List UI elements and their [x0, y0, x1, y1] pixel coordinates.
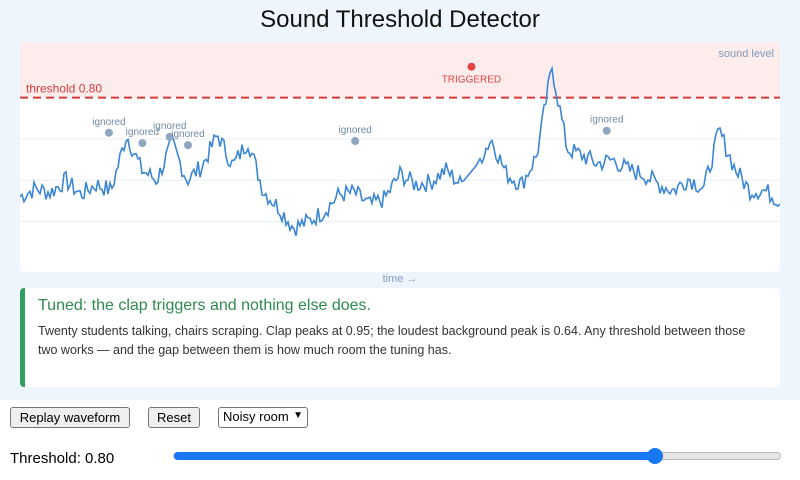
ignored-peak-label: ignored — [171, 129, 204, 140]
threshold-slider[interactable] — [173, 452, 781, 460]
scenario-select[interactable]: Noisy room ▼ — [218, 407, 308, 428]
scenario-select-value: Noisy room — [223, 409, 289, 424]
ignored-peak-label: ignored — [126, 127, 159, 138]
threshold-label: threshold 0.80 — [26, 82, 102, 96]
ignored-peak-label: ignored — [338, 125, 371, 136]
ignored-peak-label: ignored — [590, 115, 623, 126]
status-accent-bar — [20, 288, 25, 387]
ignored-peak-marker — [351, 137, 360, 146]
ignored-peak-marker — [165, 132, 174, 141]
ignored-peak-marker — [602, 126, 611, 135]
reset-button[interactable]: Reset — [148, 407, 200, 428]
x-axis-label: time → — [382, 273, 418, 285]
status-body: Twenty students talking, chairs scraping… — [38, 324, 746, 357]
ignored-peak-label: ignored — [92, 117, 125, 128]
gridlines — [20, 138, 780, 223]
triggered-peak-label: TRIGGERED — [442, 75, 501, 86]
ignored-peak-marker — [183, 141, 192, 150]
legend-label: sound level — [718, 48, 774, 60]
trigger-zone — [20, 42, 780, 98]
page-title: Sound Threshold Detector — [260, 6, 540, 33]
waveform-line — [20, 65, 780, 237]
replay-button[interactable]: Replay waveform — [10, 407, 130, 428]
triggered-peak-marker — [467, 62, 476, 71]
slider-fill — [174, 452, 656, 460]
ignored-peak-marker — [104, 128, 113, 137]
slider-thumb[interactable] — [646, 448, 663, 464]
ignored-peak-label: ignored — [153, 121, 186, 132]
status-title: Tuned: the clap triggers and nothing els… — [38, 297, 371, 314]
ignored-peak-marker — [138, 139, 147, 148]
threshold-readout: Threshold: 0.80 — [10, 450, 115, 467]
waveform-svg: threshold 0.80 sound level ignoredignore… — [20, 42, 780, 237]
chevron-down-icon: ▼ — [293, 410, 303, 421]
status-panel: Tuned: the clap triggers and nothing els… — [20, 288, 780, 387]
waveform-chart: threshold 0.80 sound level ignored ignore… — [20, 42, 780, 272]
